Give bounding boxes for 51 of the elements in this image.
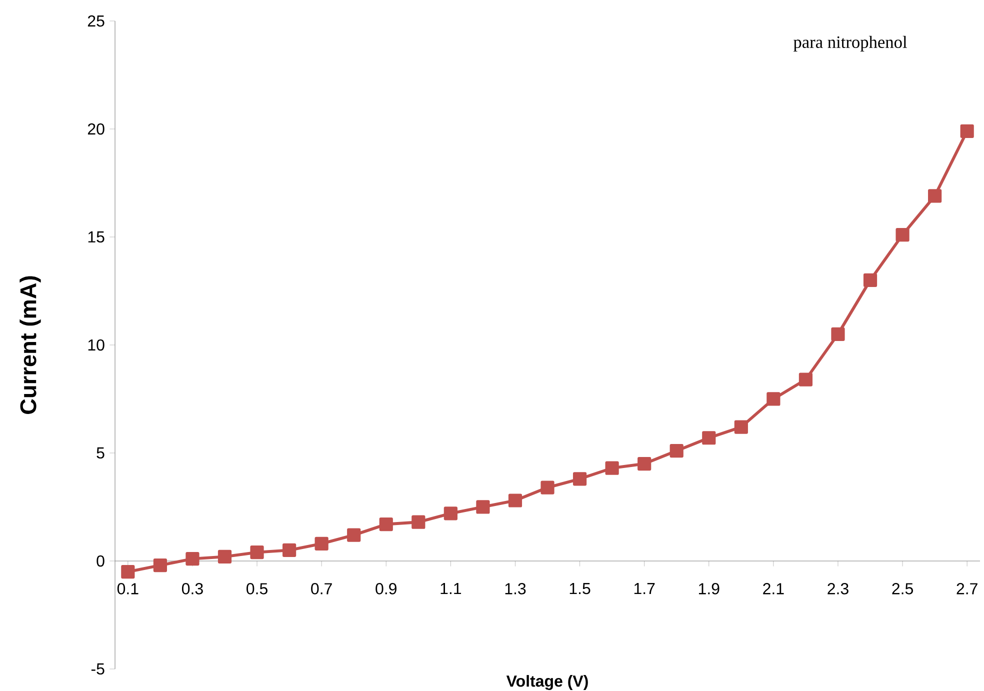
point — [282, 543, 296, 557]
point — [766, 392, 780, 406]
y-tick-label: 5 — [96, 447, 104, 459]
point — [412, 515, 426, 529]
x-tick-label: 2.5 — [892, 583, 913, 594]
x-tick-label: 1.1 — [440, 583, 462, 594]
point — [121, 564, 135, 579]
x-tick-label: 2.7 — [956, 583, 978, 594]
y-tick-label: 0 — [96, 555, 104, 567]
point — [605, 461, 619, 475]
x-tick-label: 1.9 — [698, 583, 720, 594]
x-tick-label: 2.3 — [828, 583, 848, 594]
point — [798, 372, 813, 386]
point — [347, 528, 361, 542]
point — [863, 273, 878, 287]
x-tick-label: 0.9 — [376, 583, 396, 594]
point — [153, 558, 167, 572]
y-tick-label: 25 — [88, 15, 104, 27]
point — [670, 444, 684, 458]
point — [379, 517, 393, 532]
y-tick-label: -5 — [91, 663, 104, 675]
point — [218, 550, 232, 564]
x-tick-label: 0.7 — [311, 583, 332, 594]
point — [444, 506, 458, 520]
y-tick-label: 15 — [88, 231, 104, 243]
x-tick-label: 1.5 — [570, 583, 590, 594]
y-axis-title: Current (mA) — [20, 276, 41, 414]
annotation: para nitrophenol — [793, 36, 907, 52]
y-tick-label: 10 — [88, 339, 104, 351]
point — [508, 494, 522, 508]
point — [734, 420, 748, 434]
point — [186, 552, 200, 566]
point — [540, 480, 554, 494]
point — [572, 472, 587, 486]
x-tick-label: 1.7 — [634, 583, 655, 594]
point — [250, 546, 264, 560]
x-tick-label: 0.5 — [246, 583, 268, 594]
point — [314, 536, 328, 551]
point — [960, 124, 974, 138]
point — [928, 189, 942, 203]
x-tick-label: 0.1 — [117, 583, 138, 594]
point — [831, 327, 845, 341]
point — [896, 228, 910, 242]
point — [638, 456, 652, 471]
x-tick-label: 2.1 — [763, 583, 784, 594]
x-axis-title: Voltage (V) — [506, 675, 588, 690]
y-tick-label: 20 — [88, 123, 104, 135]
point — [702, 431, 716, 445]
x-tick-label: 1.3 — [505, 583, 526, 594]
point — [476, 500, 490, 514]
x-tick-label: 0.3 — [182, 583, 203, 594]
